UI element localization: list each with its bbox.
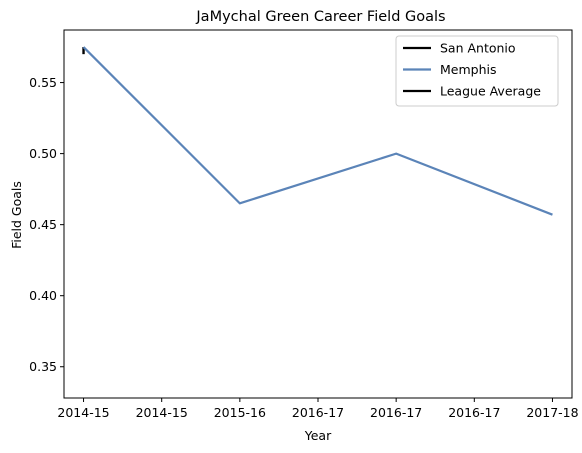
y-tick-label: 0.45 — [29, 217, 57, 232]
series-line-memphis — [82, 46, 553, 216]
legend-label: Memphis — [440, 62, 497, 77]
legend-label: San Antonio — [440, 41, 516, 56]
x-tick-label: 2016-17 — [448, 405, 500, 420]
x-tick-label: 2014-15 — [136, 405, 188, 420]
legend-box — [395, 35, 559, 107]
y-tick-label: 0.50 — [29, 146, 57, 161]
x-tick-label: 2015-16 — [214, 405, 266, 420]
chart-title: JaMychal Green Career Field Goals — [195, 9, 445, 25]
y-axis-title: Field Goals — [9, 181, 24, 249]
legend-label: League Average — [440, 84, 541, 99]
y-tick-label: 0.35 — [29, 359, 57, 374]
x-tick-label: 2017-18 — [526, 405, 578, 420]
series-layer — [82, 46, 553, 216]
x-axis-ticks: 2014-15 2014-15 2015-16 2016-17 2016-17 2016-… — [57, 398, 579, 420]
y-axis-ticks: 0.35 0.40 0.45 0.50 0.55 — [29, 75, 64, 374]
y-tick-label: 0.40 — [29, 288, 57, 303]
x-tick-label: 2014-15 — [57, 405, 109, 420]
x-axis-title: Year — [304, 428, 332, 443]
x-tick-label: 2016-17 — [370, 405, 422, 420]
x-tick-label: 2016-17 — [292, 405, 344, 420]
legend: San Antonio Memphis League Average — [395, 35, 559, 107]
y-tick-label: 0.55 — [29, 75, 57, 90]
